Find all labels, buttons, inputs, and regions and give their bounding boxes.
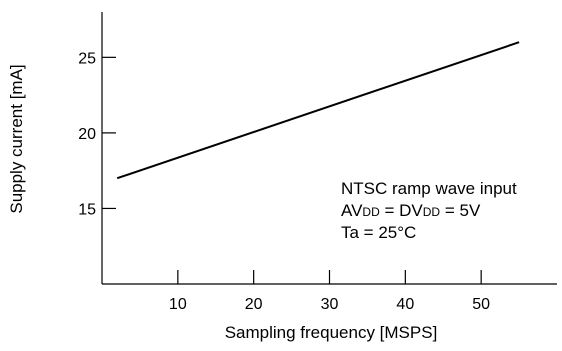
x-axis-title: Sampling frequency [MSPS] bbox=[225, 323, 438, 342]
annotation-line-1: NTSC ramp wave input bbox=[341, 179, 517, 198]
x-ticks: 10 20 30 40 50 bbox=[169, 270, 490, 313]
x-tick-label: 40 bbox=[396, 296, 414, 313]
annotation-line-2-rest: = 5V bbox=[440, 201, 481, 220]
annotation-line-2-a-sub: DD bbox=[362, 205, 380, 219]
y-tick-label: 25 bbox=[78, 50, 96, 67]
x-tick-label: 30 bbox=[321, 296, 339, 313]
annotation-line-2-eq: = DV bbox=[380, 201, 424, 220]
annotation: NTSC ramp wave input AVDD = DVDD = 5V Ta… bbox=[341, 179, 517, 242]
x-tick-label: 20 bbox=[245, 296, 263, 313]
y-axis-title: Supply current [mA] bbox=[7, 64, 26, 213]
series-group bbox=[116, 41, 520, 180]
y-ticks: 15 20 25 bbox=[78, 50, 116, 218]
annotation-line-2: AVDD = DVDD = 5V bbox=[341, 201, 481, 220]
y-tick-label: 15 bbox=[78, 201, 96, 218]
annotation-line-2-a: AV bbox=[341, 201, 363, 220]
annotation-line-3: Ta = 25°C bbox=[341, 223, 416, 242]
x-tick-label: 10 bbox=[169, 296, 187, 313]
series-line bbox=[116, 41, 520, 180]
y-tick-label: 20 bbox=[78, 126, 96, 143]
annotation-line-2-b-sub: DD bbox=[423, 205, 441, 219]
x-tick-label: 50 bbox=[472, 296, 490, 313]
